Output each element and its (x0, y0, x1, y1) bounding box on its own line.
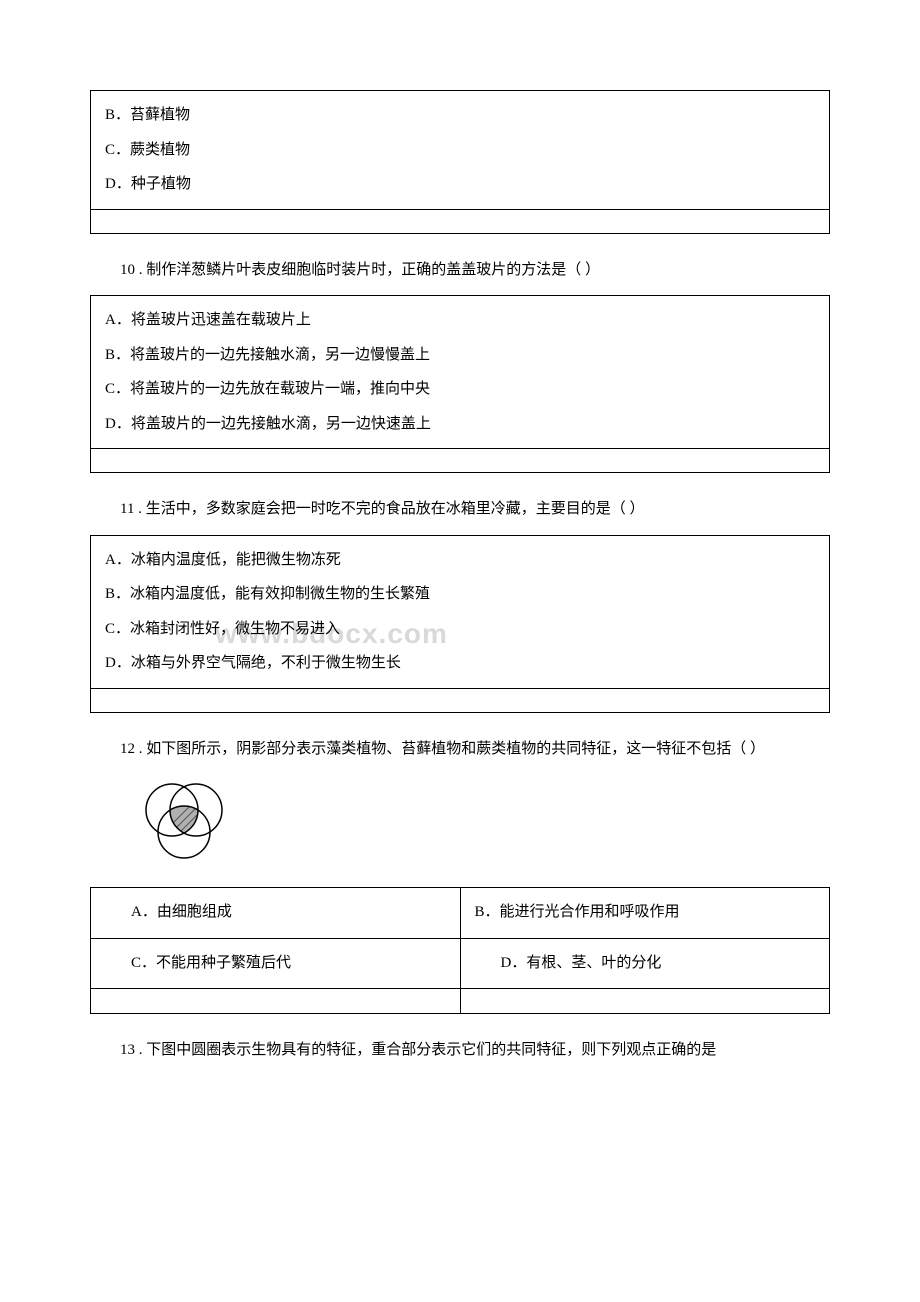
q10-empty-cell (91, 449, 830, 473)
q11-options-table: A．冰箱内温度低，能把微生物冻死 B．冰箱内温度低，能有效抑制微生物的生长繁殖 … (90, 535, 830, 713)
q11-empty-cell (91, 688, 830, 712)
q10-option-d: D．将盖玻片的一边先接触水滴，另一边快速盖上 (105, 410, 815, 439)
q10-option-a: A．将盖玻片迅速盖在载玻片上 (105, 306, 815, 335)
q11-option-c-wrap: www.bdocx.com C．冰箱封闭性好，微生物不易进入 (105, 615, 815, 644)
q12-text: 12 . 如下图所示，阴影部分表示藻类植物、苔藓植物和蕨类植物的共同特征，这一特… (90, 737, 830, 763)
q10-option-b: B．将盖玻片的一边先接触水滴，另一边慢慢盖上 (105, 341, 815, 370)
q9-option-b: B．苔藓植物 (105, 101, 815, 130)
q9-option-d: D．种子植物 (105, 170, 815, 199)
q10-text: 10 . 制作洋葱鳞片叶表皮细胞临时装片时，正确的盖盖玻片的方法是（ ） (90, 258, 830, 284)
q9-empty-cell (91, 209, 830, 233)
q9-option-c: C．蕨类植物 (105, 136, 815, 165)
q10-option-c: C．将盖玻片的一边先放在载玻片一端，推向中央 (105, 375, 815, 404)
q11-option-a: A．冰箱内温度低，能把微生物冻死 (105, 546, 815, 575)
q11-option-b: B．冰箱内温度低，能有效抑制微生物的生长繁殖 (105, 580, 815, 609)
q12-option-b: B．能进行光合作用和呼吸作用 (460, 888, 830, 939)
q12-option-d: D．有根、茎、叶的分化 (460, 938, 830, 989)
q12-empty-2 (460, 989, 830, 1014)
q9-options-cell: B．苔藓植物 C．蕨类植物 D．种子植物 (91, 91, 830, 210)
q12-option-c: C．不能用种子繁殖后代 (91, 938, 461, 989)
venn-svg (130, 774, 240, 866)
q12-empty-1 (91, 989, 461, 1014)
q10-options-cell: A．将盖玻片迅速盖在载玻片上 B．将盖玻片的一边先接触水滴，另一边慢慢盖上 C．… (91, 296, 830, 449)
q12-options-table: A．由细胞组成 B．能进行光合作用和呼吸作用 C．不能用种子繁殖后代 D．有根、… (90, 887, 830, 1014)
q11-options-cell: A．冰箱内温度低，能把微生物冻死 B．冰箱内温度低，能有效抑制微生物的生长繁殖 … (91, 535, 830, 688)
q13-text: 13 . 下图中圆圈表示生物具有的特征，重合部分表示它们的共同特征，则下列观点正… (90, 1038, 830, 1064)
venn-diagram (130, 774, 830, 871)
q11-text: 11 . 生活中，多数家庭会把一时吃不完的食品放在冰箱里冷藏，主要目的是（ ） (90, 497, 830, 523)
q10-options-table: A．将盖玻片迅速盖在载玻片上 B．将盖玻片的一边先接触水滴，另一边慢慢盖上 C．… (90, 295, 830, 473)
q9-options-table: B．苔藓植物 C．蕨类植物 D．种子植物 (90, 90, 830, 234)
q11-option-d: D．冰箱与外界空气隔绝，不利于微生物生长 (105, 649, 815, 678)
q12-option-a: A．由细胞组成 (91, 888, 461, 939)
q11-option-c: C．冰箱封闭性好，微生物不易进入 (105, 621, 340, 637)
